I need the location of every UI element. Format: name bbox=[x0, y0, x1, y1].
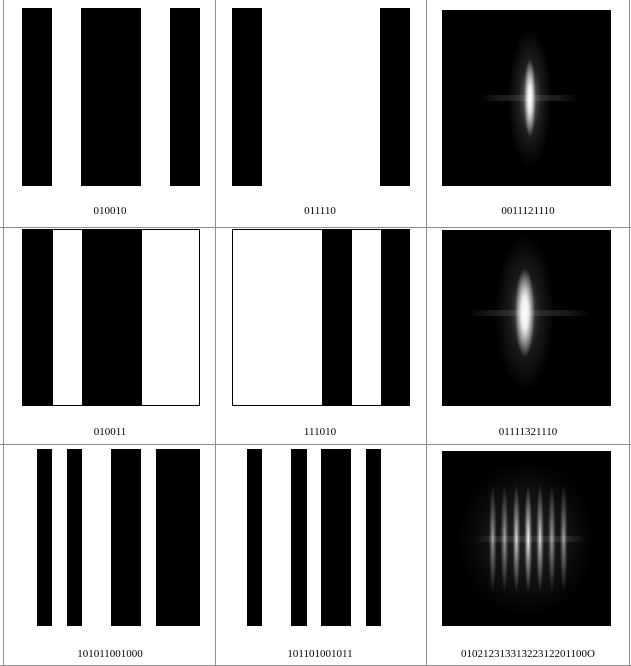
slit-bar bbox=[380, 8, 410, 186]
slit-pattern-r2-c2 bbox=[232, 229, 410, 406]
caption-r3-c2: 101101001011 bbox=[287, 648, 353, 660]
slit-bar bbox=[82, 230, 113, 405]
slit-pattern-r1-c2 bbox=[232, 8, 410, 186]
slit-bar bbox=[23, 230, 54, 405]
slit-bar bbox=[381, 230, 409, 405]
slit-bar bbox=[81, 8, 112, 186]
slit-bar bbox=[185, 449, 200, 626]
slit-bar bbox=[232, 8, 263, 186]
caption-r1-c2: 011110 bbox=[304, 205, 336, 217]
diffraction-image-r2 bbox=[442, 230, 611, 406]
slit-bar bbox=[170, 8, 200, 186]
caption-r2-c3: 01111321110 bbox=[498, 426, 558, 438]
caption-r2-c1: 010011 bbox=[93, 426, 127, 438]
caption-r3-c1: 101011001000 bbox=[77, 648, 143, 660]
table-divider-row-2 bbox=[0, 444, 631, 445]
slit-bar bbox=[22, 8, 53, 186]
slit-bar bbox=[155, 449, 171, 626]
caption-r1-c1: 010010 bbox=[93, 205, 127, 217]
table-divider-col-2 bbox=[426, 0, 427, 666]
slit-bar bbox=[246, 449, 263, 626]
caption-r3-c3: 01021231331322312201100O bbox=[460, 648, 596, 660]
slit-pattern-r3-c1 bbox=[22, 449, 200, 626]
slit-bar bbox=[322, 230, 353, 405]
slit-bar bbox=[125, 449, 142, 626]
slit-bar bbox=[111, 449, 127, 626]
caption-r2-c2: 111010 bbox=[303, 426, 337, 438]
table-divider-col-1 bbox=[215, 0, 216, 666]
slit-pattern-r3-c2 bbox=[232, 449, 410, 626]
slit-bar bbox=[36, 449, 53, 626]
slit-bar bbox=[321, 449, 337, 626]
table-border-right bbox=[629, 0, 630, 666]
diffraction-image-r3 bbox=[442, 451, 611, 626]
slit-pattern-r2-c1 bbox=[22, 229, 200, 406]
table-divider-row-1 bbox=[0, 227, 631, 228]
slit-bar bbox=[111, 8, 142, 186]
slit-bar bbox=[291, 449, 307, 626]
slit-bar bbox=[112, 230, 143, 405]
caption-r1-c3: 0011121110 bbox=[501, 205, 555, 217]
table-border-left bbox=[3, 0, 4, 666]
slit-pattern-r1-c1 bbox=[22, 8, 200, 186]
slit-bar bbox=[170, 449, 186, 626]
diffraction-image-r1 bbox=[442, 10, 611, 186]
slit-bar bbox=[66, 449, 82, 626]
slit-bar bbox=[365, 449, 381, 626]
slit-bar bbox=[335, 449, 352, 626]
